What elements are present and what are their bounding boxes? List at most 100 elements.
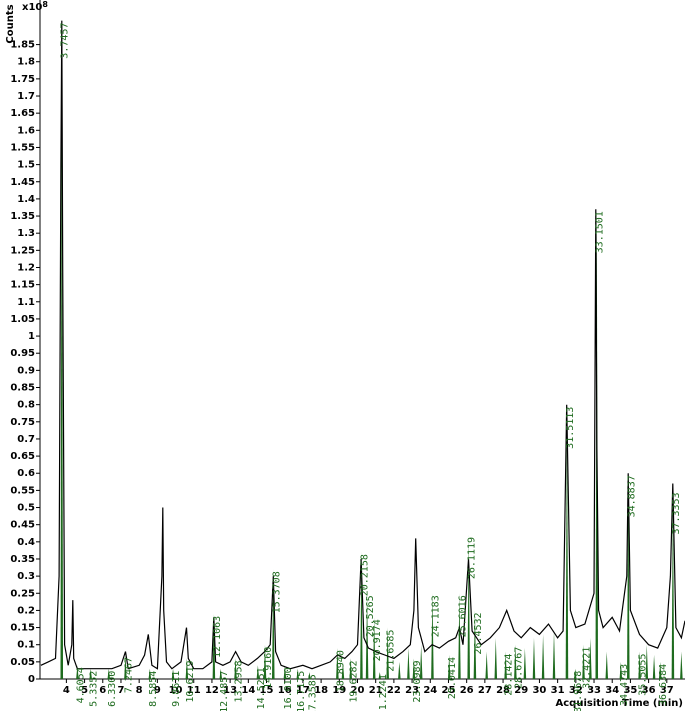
x-tick-label: 16 (278, 685, 292, 696)
peak (619, 661, 623, 679)
x-tick-label: 7 (117, 685, 124, 696)
peak (504, 651, 507, 679)
peak (341, 661, 345, 679)
x-tick-label: 17 (296, 685, 310, 696)
peak (541, 634, 545, 679)
y-tick-label: 1.15 (10, 280, 35, 291)
peak (514, 644, 517, 679)
x-tick-label: 10 (169, 685, 183, 696)
x-tick-label: 13 (223, 685, 237, 696)
peak-label: 28.1424 (504, 654, 515, 696)
peak (458, 593, 461, 679)
y-tick-label: 0.5 (17, 503, 35, 514)
x-tick-label: 5 (81, 685, 88, 696)
peak (372, 617, 376, 679)
peak-label: 17.3585 (307, 674, 318, 711)
y-tick-label: 0.85 (10, 383, 35, 394)
peak (552, 630, 556, 679)
peak (565, 404, 569, 679)
x-tick-label: 14 (241, 685, 255, 696)
y-tick-label: 0.9 (17, 365, 35, 376)
peak-label: 21.6585 (386, 630, 397, 672)
x-tick-label: 30 (532, 685, 546, 696)
peak (494, 637, 498, 679)
peak-label: 34.4743 (619, 664, 630, 706)
peak-label: 7.2467 (123, 657, 134, 693)
peak-label: 24.1183 (430, 595, 441, 637)
x-tick-label: 25 (442, 685, 456, 696)
peak (473, 610, 477, 679)
y-tick-label: 1.25 (10, 245, 35, 256)
y-multiplier: x108 (22, 0, 48, 13)
x-tick-label: 33 (587, 685, 601, 696)
peak (256, 665, 260, 679)
y-multiplier-base: x10 (22, 2, 42, 13)
peak-label: 10.6219 (185, 660, 196, 702)
peak-label: 25.0414 (447, 657, 458, 699)
y-tick-label: 0 (28, 674, 35, 685)
peak (378, 672, 382, 679)
peak (447, 654, 451, 679)
peak (386, 627, 389, 679)
peak-label: 19.6282 (349, 660, 360, 702)
x-tick-label: 24 (423, 685, 437, 696)
y-tick-label: 1.7 (17, 91, 35, 102)
peak-label: 35.5055 (638, 654, 649, 696)
y-tick-label: 0.55 (10, 485, 35, 496)
x-tick-label: 34 (605, 685, 619, 696)
peak-label: 25.6016 (457, 595, 468, 637)
y-tick-label: 0.35 (10, 554, 35, 565)
peak (148, 668, 152, 679)
peak-label: 32.4221 (582, 647, 593, 689)
peak-label: 21.2241 (378, 674, 389, 711)
x-tick-label: 6 (99, 685, 106, 696)
peak (308, 672, 311, 679)
peak (671, 490, 675, 679)
peak-label: 23.0989 (412, 660, 423, 702)
x-tick-label: 8 (136, 685, 143, 696)
peak (589, 637, 592, 679)
x-tick-label: 26 (460, 685, 474, 696)
y-tick-label: 1.8 (17, 57, 35, 68)
peak-label: 12.4857 (219, 671, 230, 711)
y-tick-label: 1.6 (17, 125, 35, 136)
peak-label: 20.9174 (372, 619, 383, 661)
peak (412, 658, 416, 679)
y-tick-label: 1.4 (17, 194, 35, 205)
peak (185, 658, 189, 679)
peak-label: 14.5251 (256, 667, 267, 709)
x-tick-label: 31 (551, 685, 565, 696)
y-tick-label: 1.2 (17, 262, 35, 273)
x-tick-label: 37 (660, 685, 674, 696)
x-tick-label: 23 (405, 685, 419, 696)
y-tick-label: 0.4 (17, 537, 35, 548)
x-tick-label: 29 (514, 685, 528, 696)
peak (638, 651, 641, 679)
y-tick-label: 0.15 (10, 623, 35, 634)
y-tick-label: 1.45 (10, 177, 35, 188)
peak (349, 658, 353, 679)
y-tick-label: 0.1 (17, 640, 35, 651)
y-tick-label: 0.8 (17, 400, 35, 411)
peak (76, 665, 79, 679)
peak-label: 15.3708 (271, 571, 282, 613)
x-tick-label: 20 (351, 685, 365, 696)
peak-label: 26.4532 (473, 612, 484, 654)
peak (60, 20, 64, 680)
y-tick-label: 1.65 (10, 108, 35, 119)
x-tick-label: 9 (154, 685, 161, 696)
y-tick-label: 1.1 (17, 297, 35, 308)
x-tick-label: 27 (478, 685, 492, 696)
y-tick-label: 1.55 (10, 142, 35, 153)
peak (107, 668, 111, 679)
peak (431, 593, 434, 679)
peak (219, 668, 223, 679)
peak (296, 668, 300, 679)
y-tick-label: 0.2 (17, 605, 35, 616)
peak-label: 36.6384 (658, 664, 669, 706)
peak-label: 8.5854 (148, 671, 159, 707)
y-tick-label: 1.5 (17, 160, 35, 171)
peak-label: 28.6767 (513, 647, 524, 689)
peak-label: 20.5265 (365, 595, 376, 637)
peak (605, 651, 609, 679)
